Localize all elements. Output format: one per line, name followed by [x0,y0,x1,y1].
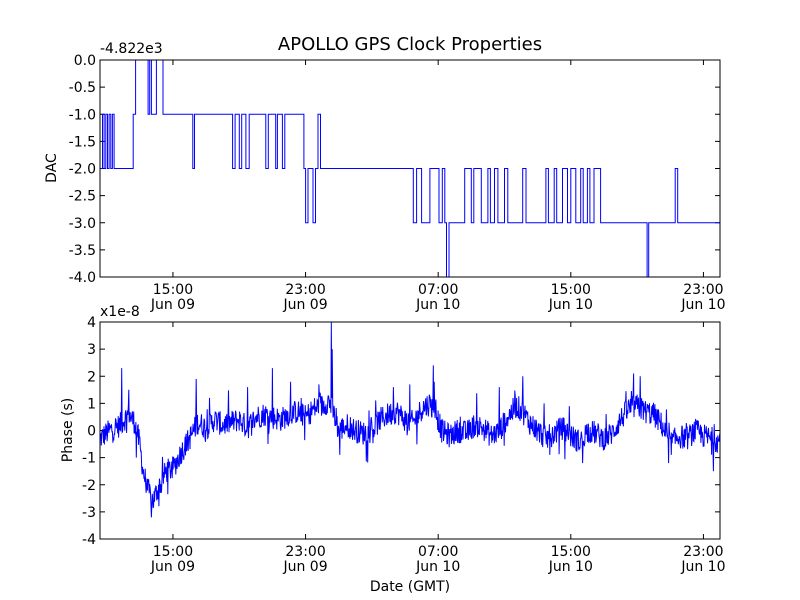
dac-x-tick-label: 15:00 [153,282,193,298]
phase-y-tick-label: -4 [82,532,96,548]
phase-y-tick-label: 0 [87,424,96,440]
phase-x-tick-date: Jun 10 [548,559,593,575]
dac-y-tick-label: -2.0 [69,162,96,178]
dac-x-tick-date: Jun 10 [415,297,460,313]
phase-y-tick-label: 3 [87,342,96,358]
phase-x-tick-date: Jun 09 [282,559,327,575]
dac-x-tick-label: 07:00 [418,282,458,298]
dac-y-tick-label: 0.0 [74,53,96,69]
phase-x-axis-label: Date (GMT) [370,579,450,595]
phase-series-line [99,321,721,518]
dac-x-tick-date: Jun 09 [150,297,195,313]
phase-x-tick-label: 15:00 [153,544,193,560]
phase-offset-label: x1e-8 [100,304,140,320]
dac-x-tick-date: Jun 09 [282,297,327,313]
dac-x-tick-label: 23:00 [285,282,325,298]
dac-x-tick-date: Jun 10 [680,297,725,313]
dac-y-tick-label: -1.0 [69,107,96,123]
phase-x-tick-date: Jun 10 [415,559,460,575]
phase-plot-frame [99,321,721,540]
phase-y-tick-label: -2 [82,478,96,494]
phase-x-tick-label: 23:00 [285,544,325,560]
phase-y-tick-label: -3 [82,505,96,521]
phase-y-tick-label: 1 [87,396,96,412]
dac-offset-label: -4.822e3 [100,41,163,57]
dac-series-line [100,59,720,278]
phase-y-axis-label: Phase (s) [60,398,76,462]
dac-y-tick-label: -3.5 [69,243,96,259]
dac-x-tick-label: 15:00 [551,282,591,298]
dac-y-tick-label: -3.0 [69,216,96,232]
dac-plot-frame [99,59,721,278]
phase-y-tick-label: 4 [87,315,96,331]
phase-x-tick-label: 07:00 [418,544,458,560]
dac-x-tick-date: Jun 10 [548,297,593,313]
phase-x-tick-label: 15:00 [551,544,591,560]
dac-y-axis-label: DAC [44,153,60,183]
phase-y-tick-label: 2 [87,369,96,385]
dac-y-tick-label: -4.0 [69,270,96,286]
chart-title: APOLLO GPS Clock Properties [278,34,542,55]
phase-x-tick-date: Jun 10 [680,559,725,575]
phase-y-tick-label: -1 [82,451,96,467]
dac-y-tick-label: -1.5 [69,134,96,150]
dac-y-tick-label: -0.5 [69,80,96,96]
dac-y-tick-label: -2.5 [69,189,96,205]
dac-x-tick-label: 23:00 [683,282,723,298]
phase-x-tick-label: 23:00 [683,544,723,560]
phase-x-tick-date: Jun 09 [150,559,195,575]
